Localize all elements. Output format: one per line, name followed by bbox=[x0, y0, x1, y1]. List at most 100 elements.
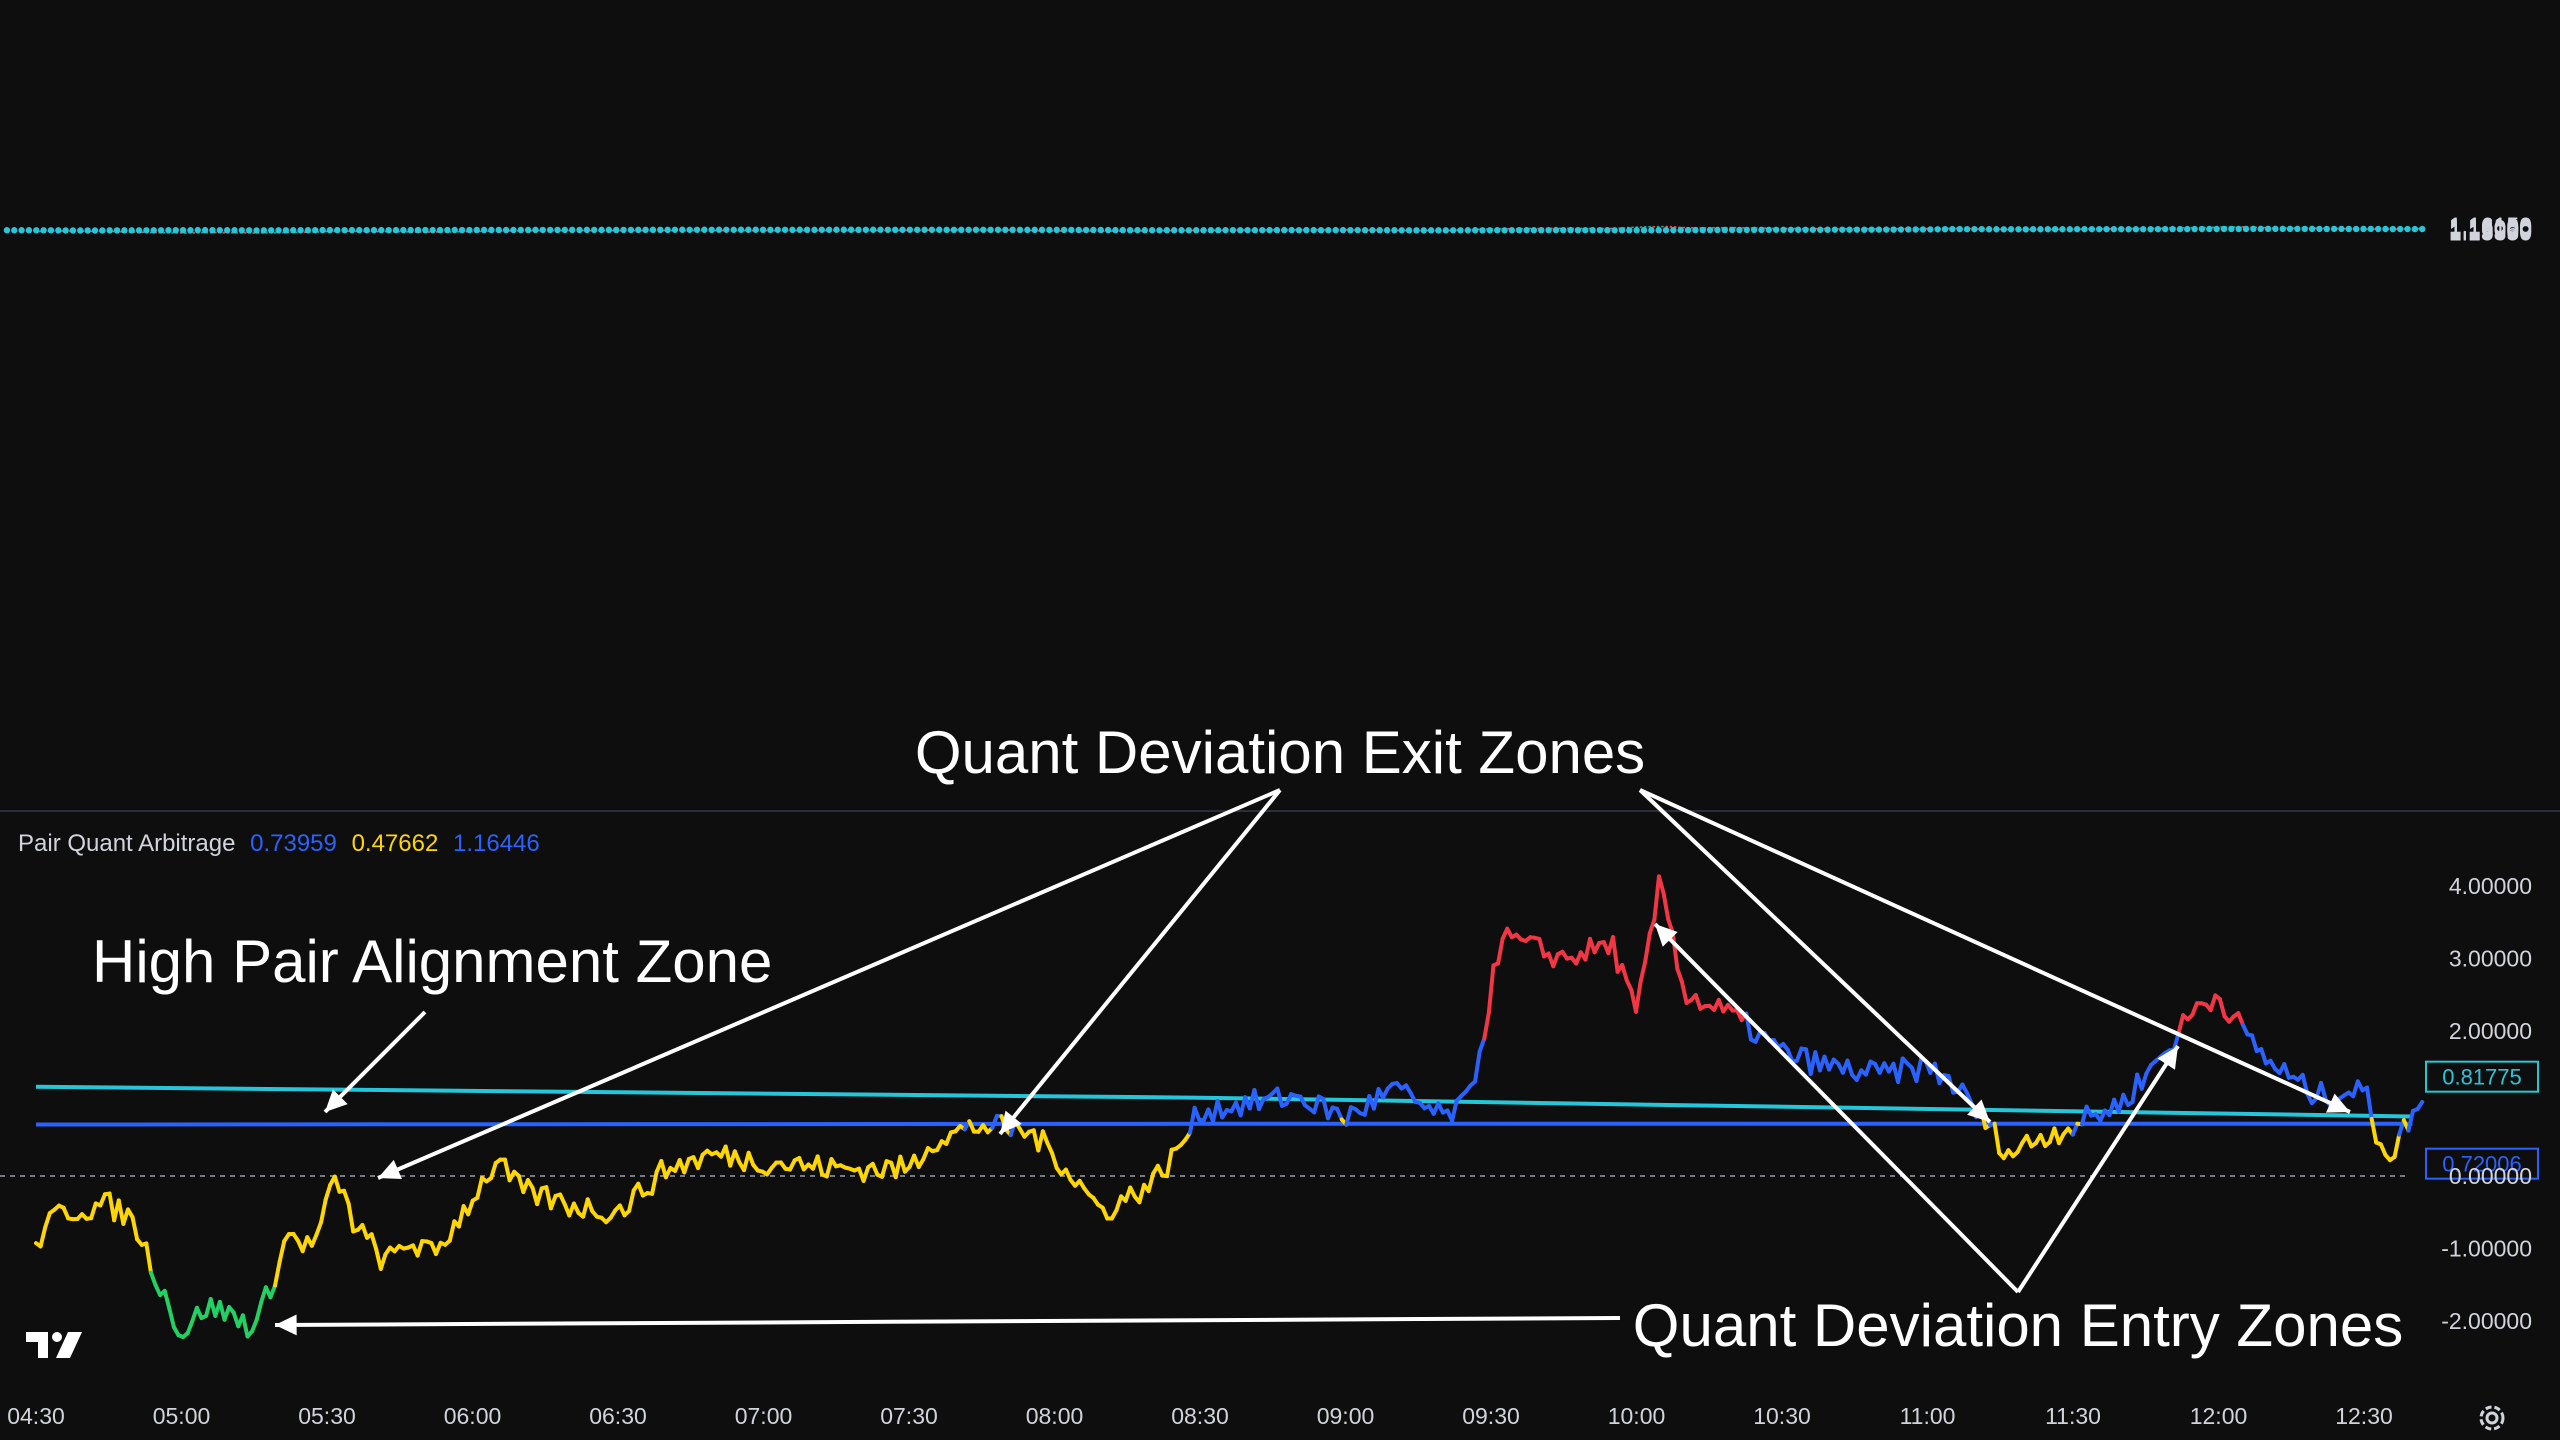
reference-dot bbox=[2330, 225, 2338, 233]
reference-dot bbox=[2213, 225, 2220, 233]
reference-dot bbox=[811, 226, 818, 234]
reference-dot bbox=[1215, 227, 1222, 234]
deviation-segment bbox=[1638, 959, 1648, 984]
reference-dot bbox=[2301, 225, 2308, 233]
time-axis[interactable]: 04:30 05:00 05:30 06:00 06:30 07:00 07:30 08:00… bbox=[7, 1403, 2393, 1429]
reference-dot bbox=[1956, 225, 1963, 233]
reference-dot bbox=[1750, 226, 1758, 234]
reference-dot bbox=[1266, 226, 1273, 234]
price-tick-label: 1.16150 bbox=[2449, 213, 2532, 239]
deviation-segment bbox=[433, 1240, 443, 1257]
candle-body bbox=[120, 231, 123, 233]
reference-dot bbox=[840, 226, 848, 233]
reference-dot bbox=[1251, 227, 1259, 234]
reference-dot bbox=[1295, 226, 1303, 234]
deviation-segment bbox=[2392, 1132, 2402, 1159]
reference-dot bbox=[1670, 226, 1677, 234]
reference-dot bbox=[1655, 226, 1662, 234]
candle-body bbox=[1191, 229, 1195, 232]
reference-dot bbox=[2396, 225, 2404, 233]
candle-body bbox=[1029, 229, 1032, 232]
reference-dot bbox=[1082, 226, 1090, 234]
reference-dot bbox=[1068, 226, 1075, 234]
time-tick-label: 10:00 bbox=[1608, 1403, 1666, 1429]
deviation-segment bbox=[1633, 979, 1643, 1014]
candle-body bbox=[141, 231, 145, 234]
reference-dot bbox=[106, 227, 113, 234]
reference-dot bbox=[2272, 225, 2279, 233]
candle-body bbox=[1498, 227, 1502, 230]
reference-dot bbox=[1978, 225, 1985, 233]
oscillator-tick-label: 0.00000 bbox=[2449, 1163, 2532, 1189]
reference-dot bbox=[2257, 225, 2264, 233]
reference-dot bbox=[767, 226, 774, 234]
candle-body bbox=[1426, 229, 1429, 232]
reference-dot bbox=[914, 226, 921, 233]
price-axis[interactable]: 1.161501.161001.160501.160001.159501.159… bbox=[2449, 213, 2532, 246]
deviation-segment bbox=[1845, 1058, 1855, 1077]
reference-dot bbox=[1985, 226, 1993, 233]
price-pane[interactable] bbox=[3, 225, 2426, 234]
reference-dot bbox=[517, 226, 524, 234]
deviation-segment bbox=[250, 1317, 259, 1334]
deviation-segment bbox=[2217, 997, 2227, 1019]
price-tick-label: 1.16000 bbox=[2449, 216, 2532, 242]
reference-dot bbox=[833, 226, 840, 233]
candle-body bbox=[303, 231, 307, 233]
reference-dot bbox=[2352, 225, 2360, 233]
candle-body bbox=[956, 229, 960, 231]
deviation-segment bbox=[2406, 1108, 2416, 1133]
deviation-segment bbox=[415, 1239, 425, 1258]
reference-dot bbox=[1244, 226, 1251, 234]
reference-dot bbox=[2228, 225, 2235, 233]
reference-dot bbox=[1192, 227, 1200, 234]
deviation-segment bbox=[319, 1197, 328, 1225]
oscillator-axis[interactable]: 4.00000 3.00000 2.00000 0.00000 -1.00000 -2.0… bbox=[2441, 873, 2532, 1334]
candle-body bbox=[282, 231, 285, 234]
deviation-segment bbox=[636, 1181, 645, 1198]
reference-dot bbox=[1633, 227, 1640, 234]
reference-dot bbox=[1758, 226, 1765, 234]
reference-dot bbox=[591, 226, 598, 234]
deviation-segment bbox=[1482, 1010, 1491, 1041]
reference-dot bbox=[297, 227, 304, 234]
reference-dot bbox=[238, 227, 246, 234]
tradingview-logo-icon[interactable] bbox=[24, 1328, 88, 1362]
reference-dot bbox=[25, 227, 33, 234]
candle-body bbox=[794, 229, 798, 232]
reference-dot bbox=[2367, 225, 2375, 233]
threshold-line bbox=[35, 1121, 2413, 1127]
time-tick-label: 11:30 bbox=[2045, 1403, 2101, 1429]
deviation-segment bbox=[879, 1159, 889, 1179]
reference-dot bbox=[33, 227, 40, 234]
reference-dot bbox=[385, 226, 392, 234]
reference-dot bbox=[1090, 226, 1097, 234]
reference-dot bbox=[1794, 226, 1802, 233]
deviation-segment bbox=[2190, 1001, 2199, 1018]
reference-dot bbox=[1303, 226, 1310, 234]
oscillator-pane[interactable]: 0.81775 0.72006 bbox=[0, 874, 2539, 1340]
reference-dot bbox=[1552, 226, 1560, 234]
candle-body bbox=[406, 231, 409, 233]
candle-body bbox=[743, 229, 746, 232]
reference-dot bbox=[326, 226, 334, 234]
candle-body bbox=[1161, 229, 1165, 232]
reference-dot bbox=[1119, 226, 1126, 234]
candle-body bbox=[2190, 226, 2193, 229]
reference-dot bbox=[2162, 225, 2169, 233]
annotation-arrowhead bbox=[2326, 1093, 2350, 1113]
reference-dot bbox=[1281, 226, 1288, 234]
reference-dot bbox=[774, 226, 781, 233]
reference-dot bbox=[1824, 226, 1831, 233]
deviation-segment bbox=[489, 1160, 498, 1181]
candle-body bbox=[2241, 226, 2245, 228]
deviation-segment bbox=[1693, 993, 1703, 1011]
reference-dot bbox=[157, 227, 165, 234]
reference-dot bbox=[1971, 225, 1978, 233]
reference-dot bbox=[510, 226, 517, 234]
reference-dot bbox=[1354, 226, 1361, 234]
gear-icon[interactable] bbox=[2472, 1398, 2512, 1438]
reference-dot bbox=[1706, 226, 1714, 234]
indicator-legend[interactable]: Pair Quant Arbitrage 0.73959 0.47662 1.1… bbox=[18, 830, 548, 858]
